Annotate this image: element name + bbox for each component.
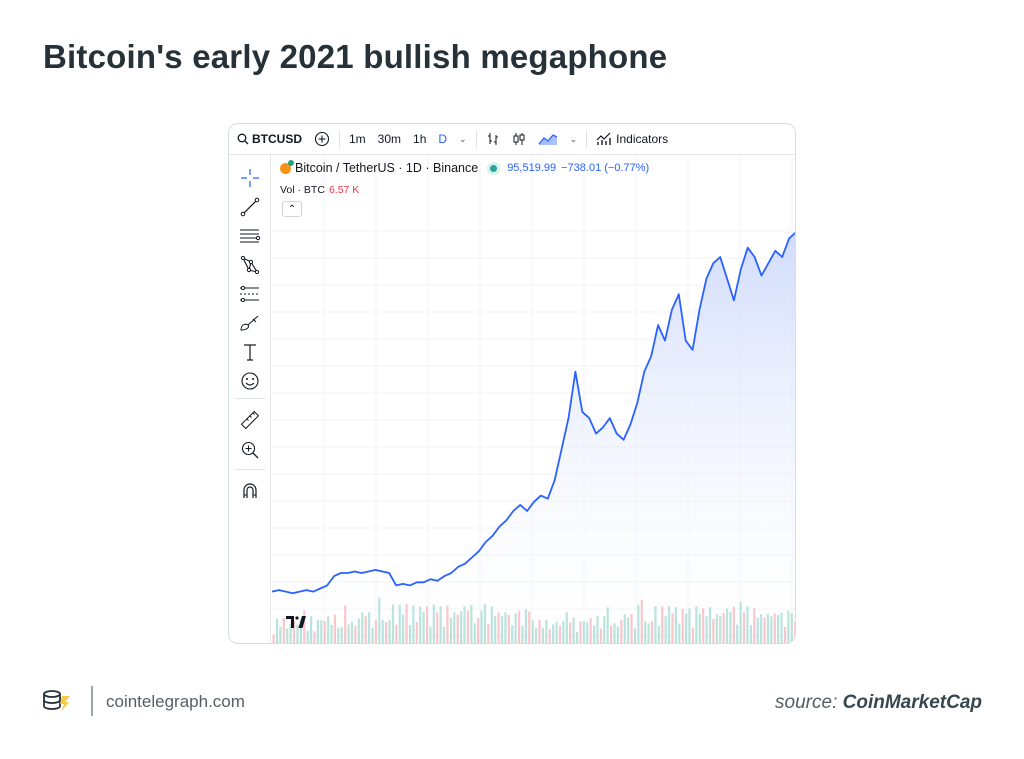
zoom-in-tool-button[interactable] <box>239 439 261 461</box>
interval-dropdown-chevron-icon[interactable]: ⌄ <box>459 133 467 144</box>
area-chart-icon <box>538 134 557 145</box>
toolbar-divider <box>475 130 477 148</box>
interval-1m-button[interactable]: 1m <box>349 132 366 146</box>
text-tool-button[interactable] <box>239 341 261 363</box>
footer-source: source: CoinMarketCap <box>775 692 982 714</box>
footer-divider <box>91 686 93 716</box>
emoji-icon <box>241 372 259 390</box>
ruler-tool-button[interactable] <box>239 409 261 431</box>
price-change: −738.01 (−0.77%) <box>561 162 650 174</box>
indicators-button[interactable]: Indicators <box>590 124 674 154</box>
tradingview-logo[interactable] <box>286 616 306 631</box>
bars-style-button[interactable] <box>480 124 506 154</box>
pattern-icon <box>240 255 260 275</box>
page-title: Bitcoin's early 2021 bullish megaphone <box>43 38 668 75</box>
area-style-button[interactable] <box>532 124 564 154</box>
interval-30m-button[interactable]: 30m <box>377 132 402 146</box>
source-name: CoinMarketCap <box>842 692 982 713</box>
chart-type-chevron-icon[interactable]: ⌄ <box>569 133 578 144</box>
bar-chart-icon <box>487 133 498 145</box>
top-toolbar: BTCUSD 1m 30m 1h D ⌄ ⌄ Indicators <box>229 124 795 155</box>
chart-area[interactable]: Bitcoin / TetherUS · 1D · Binance 95,519… <box>272 156 795 643</box>
market-status-dot[interactable] <box>490 164 498 172</box>
price-line <box>272 231 795 595</box>
candlestick-icon <box>513 133 525 145</box>
cointelegraph-logo-icon <box>43 690 70 712</box>
compare-button[interactable] <box>308 124 336 154</box>
volume-legend: Vol · BTC 6.57 K <box>280 184 359 196</box>
ruler-icon <box>240 410 260 430</box>
chart-legend: Bitcoin / TetherUS · 1D · Binance 95,519… <box>280 159 650 175</box>
price-chart <box>272 156 795 643</box>
bitcoin-tether-icon <box>280 159 294 174</box>
pattern-tool-button[interactable] <box>239 254 261 276</box>
brush-tool-button[interactable] <box>239 312 261 334</box>
symbol-search-button[interactable]: BTCUSD <box>229 124 308 154</box>
search-icon <box>237 133 249 145</box>
candles-style-button[interactable] <box>506 124 532 154</box>
crosshair-icon <box>241 169 259 187</box>
volume-value: 6.57 K <box>328 184 360 196</box>
collapse-legend-button[interactable]: ⌃ <box>282 201 302 217</box>
price-value: 95,519.99 <box>507 162 557 174</box>
tradingview-widget: BTCUSD 1m 30m 1h D ⌄ ⌄ Indicators <box>228 123 796 644</box>
forecast-tool-button[interactable] <box>239 283 261 305</box>
sidebar-divider <box>235 398 265 399</box>
toolbar-divider <box>339 130 340 148</box>
trend-line-icon <box>240 197 260 217</box>
interval-d-button[interactable]: D <box>438 132 448 146</box>
chevron-up-icon: ⌃ <box>287 203 297 215</box>
volume-label: Vol · BTC <box>280 184 325 196</box>
indicators-label: Indicators <box>616 132 669 146</box>
magnet-icon <box>243 483 257 498</box>
brush-icon <box>240 315 259 331</box>
symbol-label: BTCUSD <box>252 132 302 146</box>
crosshair-tool-button[interactable] <box>239 167 261 189</box>
text-icon <box>244 344 256 361</box>
footer-domain[interactable]: cointelegraph.com <box>106 692 245 711</box>
emoji-tool-button[interactable] <box>239 370 261 392</box>
trend-line-tool-button[interactable] <box>239 196 261 218</box>
drawing-tools-sidebar <box>229 155 271 643</box>
fib-icon <box>240 229 261 243</box>
toolbar-divider <box>586 130 588 148</box>
tradingview-logo-icon <box>286 616 306 628</box>
sidebar-divider <box>235 469 265 470</box>
indicators-icon <box>596 132 611 145</box>
zoom-in-icon <box>241 441 259 459</box>
fib-tool-button[interactable] <box>239 225 261 247</box>
source-prefix: source: <box>775 692 838 713</box>
plus-circle-icon <box>314 131 330 147</box>
interval-1h-button[interactable]: 1h <box>413 132 427 146</box>
price-area <box>272 233 795 643</box>
forecast-icon <box>240 285 259 303</box>
magnet-tool-button[interactable] <box>239 480 261 502</box>
pair-label: Bitcoin / TetherUS · 1D · Binance <box>295 161 479 175</box>
